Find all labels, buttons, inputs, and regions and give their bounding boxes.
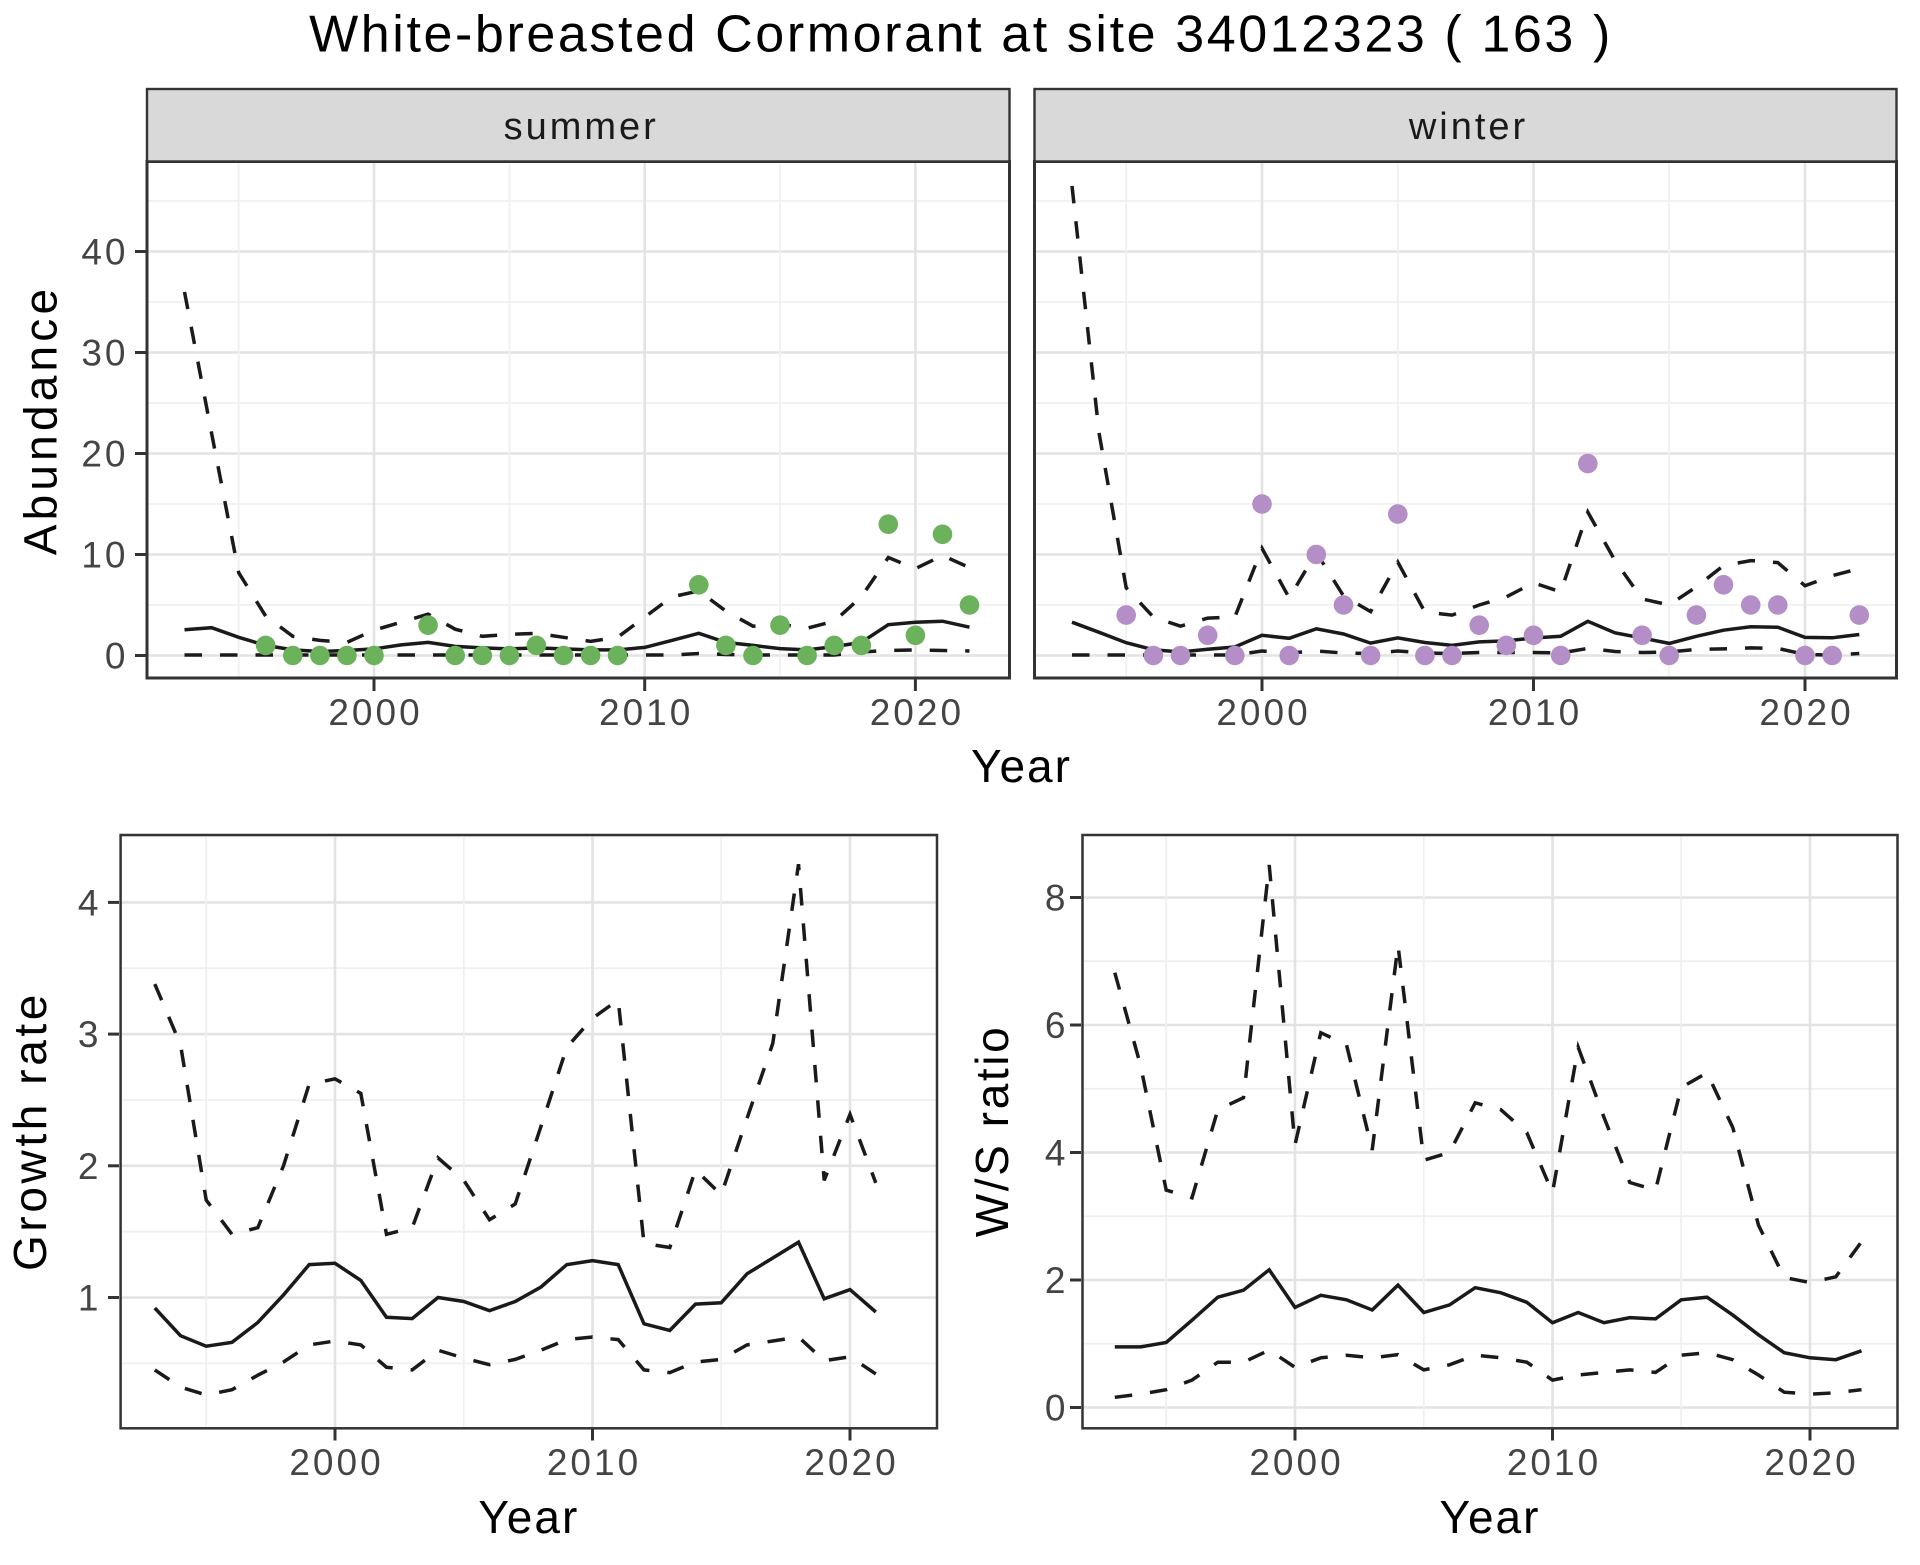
svg-text:0: 0 [1045,1388,1066,1429]
svg-text:2020: 2020 [804,1442,898,1483]
svg-text:8: 8 [1045,878,1066,919]
svg-text:2: 2 [1045,1260,1066,1301]
svg-text:2000: 2000 [328,692,422,733]
svg-text:Growth rate: Growth rate [4,991,56,1271]
svg-text:30: 30 [81,333,128,374]
svg-text:40: 40 [81,232,128,273]
svg-text:2: 2 [78,1146,99,1187]
svg-text:White-breasted Cormorant at si: White-breasted Cormorant at site 3401232… [309,6,1613,64]
svg-text:4: 4 [1045,1133,1066,1174]
svg-text:2010: 2010 [1488,692,1582,733]
svg-text:2020: 2020 [1764,1442,1858,1483]
svg-text:2020: 2020 [1759,692,1853,733]
svg-text:10: 10 [81,535,128,576]
svg-text:2000: 2000 [1249,1442,1343,1483]
svg-text:Year: Year [1440,1491,1541,1543]
svg-text:W/S ratio: W/S ratio [966,1025,1018,1238]
svg-text:0: 0 [105,636,129,677]
svg-text:1: 1 [78,1278,99,1319]
svg-text:3: 3 [78,1014,99,1055]
svg-text:6: 6 [1045,1005,1066,1046]
svg-text:2000: 2000 [289,1442,383,1483]
svg-text:Year: Year [478,1491,579,1543]
svg-text:20: 20 [81,434,128,475]
svg-text:2000: 2000 [1216,692,1310,733]
svg-text:winter: winter [1408,106,1528,148]
svg-text:Abundance: Abundance [15,285,67,556]
svg-text:2020: 2020 [870,692,964,733]
svg-text:4: 4 [78,882,99,923]
svg-text:2010: 2010 [1507,1442,1601,1483]
svg-text:2010: 2010 [599,692,693,733]
svg-text:2010: 2010 [547,1442,641,1483]
svg-text:summer: summer [504,106,659,148]
svg-text:Year: Year [971,740,1072,792]
